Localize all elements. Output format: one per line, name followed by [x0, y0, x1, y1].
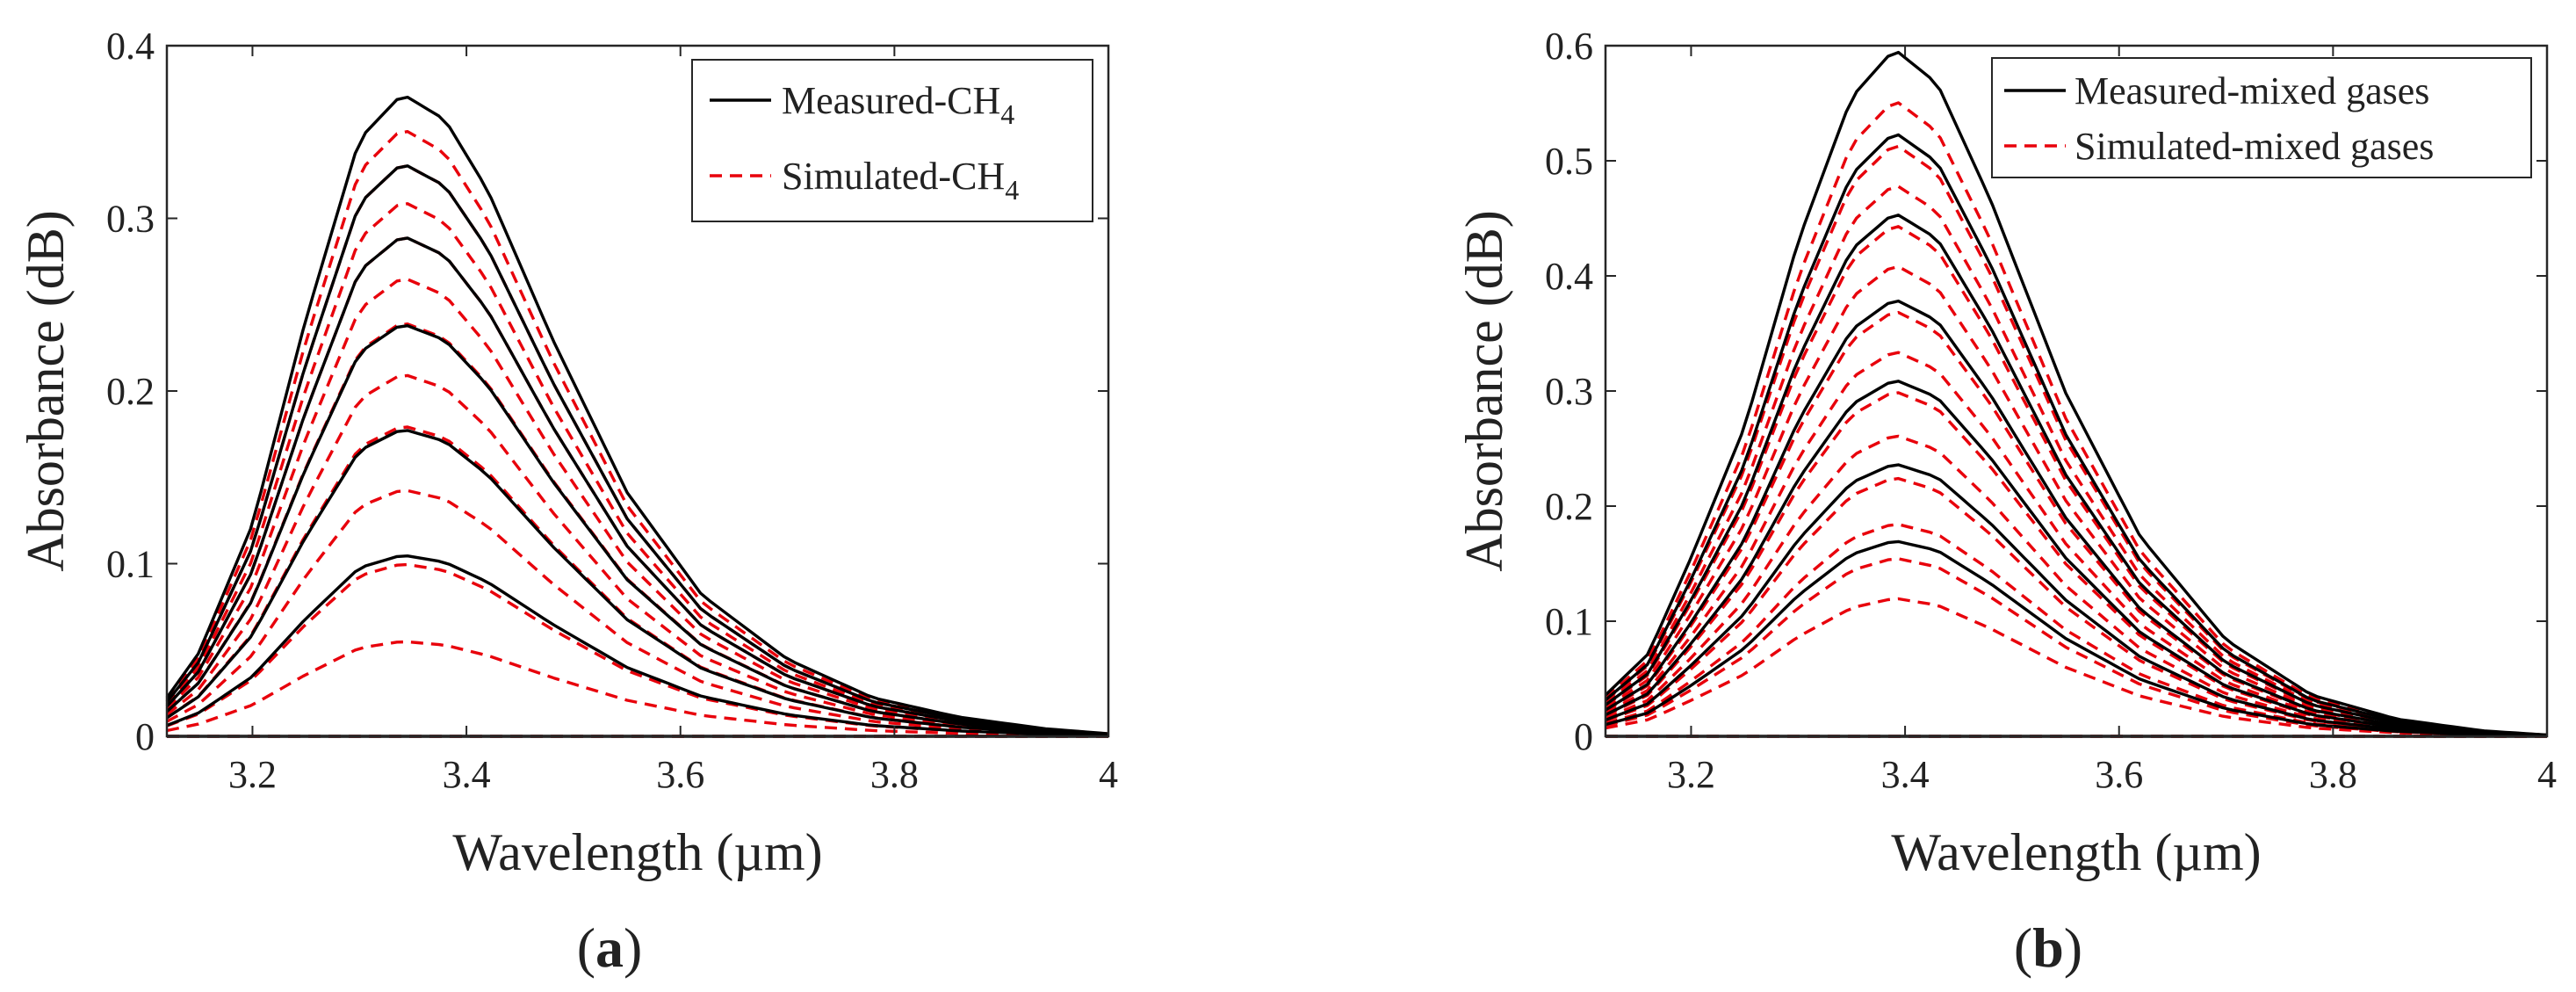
panel-a-y-tick-label-4: 0.4	[106, 25, 155, 68]
panel-a-y-tick-label-2: 0.2	[106, 370, 155, 413]
panel-a-x-tick-label-4: 4	[1099, 753, 1118, 796]
panel-b-measured-curve-3	[1605, 380, 2548, 737]
panel-b-measured-curve-4	[1605, 299, 2548, 737]
panel-b-chart: 3.2 3.4 3.6 3.8 4 0 0.1 0.2 0.3 0.4 0.5 0.6 Wavelen…	[1455, 25, 2557, 979]
panel-b-subfigure-label: (b)	[2014, 916, 2082, 979]
panel-b-simulated-curve-7	[1605, 351, 2548, 737]
panel-b-simulated-curve-1	[1605, 597, 2548, 738]
panel-a-x-tick-label-2: 3.6	[656, 753, 704, 796]
panel-a-curves	[165, 95, 1109, 738]
panel-a-legend: Measured-CH4 Simulated-CH4	[691, 59, 1093, 222]
panel-a-measured-curve-2	[166, 429, 1109, 737]
panel-a-chart: 3.2 3.4 3.6 3.8 4 0 0.1 0.2 0.3 0.4 Wavelength (µ…	[17, 25, 1118, 979]
panel-a-simulated-curve-3	[166, 489, 1109, 737]
panel-b-measured-curve-2	[1605, 463, 2548, 738]
panel-b-x-axis-title: Wavelength (µm)	[1891, 823, 2261, 881]
panel-a-y-tick-label-0: 0	[135, 715, 155, 758]
panel-b-measured-curve-1	[1605, 539, 2548, 738]
panel-a-ticks: 3.2 3.4 3.6 3.8 4 0 0.1 0.2 0.3 0.4	[106, 25, 1118, 796]
panel-a-x-tick-label-3: 3.8	[870, 753, 919, 796]
panel-a-x-tick-label-0: 3.2	[228, 753, 277, 796]
panel-b-ticks: 3.2 3.4 3.6 3.8 4 0 0.1 0.2 0.3 0.4 0.5 0.6	[1545, 25, 2557, 796]
panel-a-subfigure-label: (a)	[577, 916, 643, 979]
panel-a-simulated-curve-10	[165, 164, 1109, 736]
panel-b-y-tick-label-2: 0.2	[1545, 485, 1593, 528]
panel-b-y-axis-title: Absorbance (dB)	[1455, 210, 1513, 572]
panel-a-simulated-curve-4	[166, 425, 1109, 737]
panel-b-y-tick-label-1: 0.1	[1545, 600, 1593, 643]
panel-b-simulated-curve-12	[1604, 144, 2548, 737]
panel-a-legend-box	[691, 59, 1093, 222]
panel-a-y-axis-title: Absorbance (dB)	[17, 210, 75, 572]
panel-a-measured-curve-3	[165, 324, 1109, 736]
panel-a-legend-measured-label: Measured-CH4	[782, 79, 1014, 130]
panel-a-x-tick-label-1: 3.4	[443, 753, 491, 796]
panel-b-x-tick-label-0: 3.2	[1667, 753, 1715, 796]
panel-a-legend-simulated-label: Simulated-CH4	[782, 155, 1019, 206]
panel-b-x-tick-label-2: 3.6	[2095, 753, 2143, 796]
panel-b-legend-box	[1991, 57, 2532, 178]
panel-b-y-tick-label-4: 0.4	[1545, 255, 1593, 298]
panel-a-simulated-curve-9	[165, 202, 1109, 736]
panel-b-measured-curve-7	[1604, 50, 2548, 737]
panel-a-simulated-curve-11	[165, 130, 1109, 735]
panel-b-legend-measured-label: Measured-mixed gases	[2075, 69, 2429, 112]
panel-b-simulated-curve-3	[1605, 523, 2548, 738]
panel-b-measured-curve-6	[1604, 133, 2548, 737]
panel-a-y-tick-label-3: 0.3	[106, 198, 155, 241]
panel-b-y-tick-label-0: 0	[1574, 715, 1593, 758]
panel-a-measured-curve-1	[166, 554, 1109, 737]
panel-b-legend-simulated-label: Simulated-mixed gases	[2075, 125, 2434, 168]
panel-b-y-tick-label-5: 0.5	[1545, 140, 1593, 183]
panel-a-simulated-curve-1	[166, 640, 1109, 738]
panel-a-x-axis-title: Wavelength (µm)	[452, 823, 822, 881]
panel-b-x-tick-label-4: 4	[2537, 753, 2557, 796]
panel-b-y-tick-label-3: 0.3	[1545, 370, 1593, 413]
panel-b-x-tick-label-1: 3.4	[1881, 753, 1930, 796]
panel-b-x-tick-label-3: 3.8	[2309, 753, 2357, 796]
panel-b-simulated-curve-5	[1605, 434, 2548, 737]
panel-b-measured-curve-5	[1604, 214, 2548, 737]
panel-b-y-tick-label-6: 0.6	[1545, 25, 1593, 68]
panel-a-measured-curve-5	[165, 164, 1109, 736]
panel-b-legend: Measured-mixed gases Simulated-mixed gas…	[1991, 57, 2532, 178]
panel-a-measured-curve-4	[165, 236, 1109, 736]
panel-a-y-tick-label-1: 0.1	[106, 543, 155, 586]
panel-a-measured-curve-6	[165, 95, 1109, 735]
panel-a-simulated-curve-5	[165, 373, 1109, 736]
